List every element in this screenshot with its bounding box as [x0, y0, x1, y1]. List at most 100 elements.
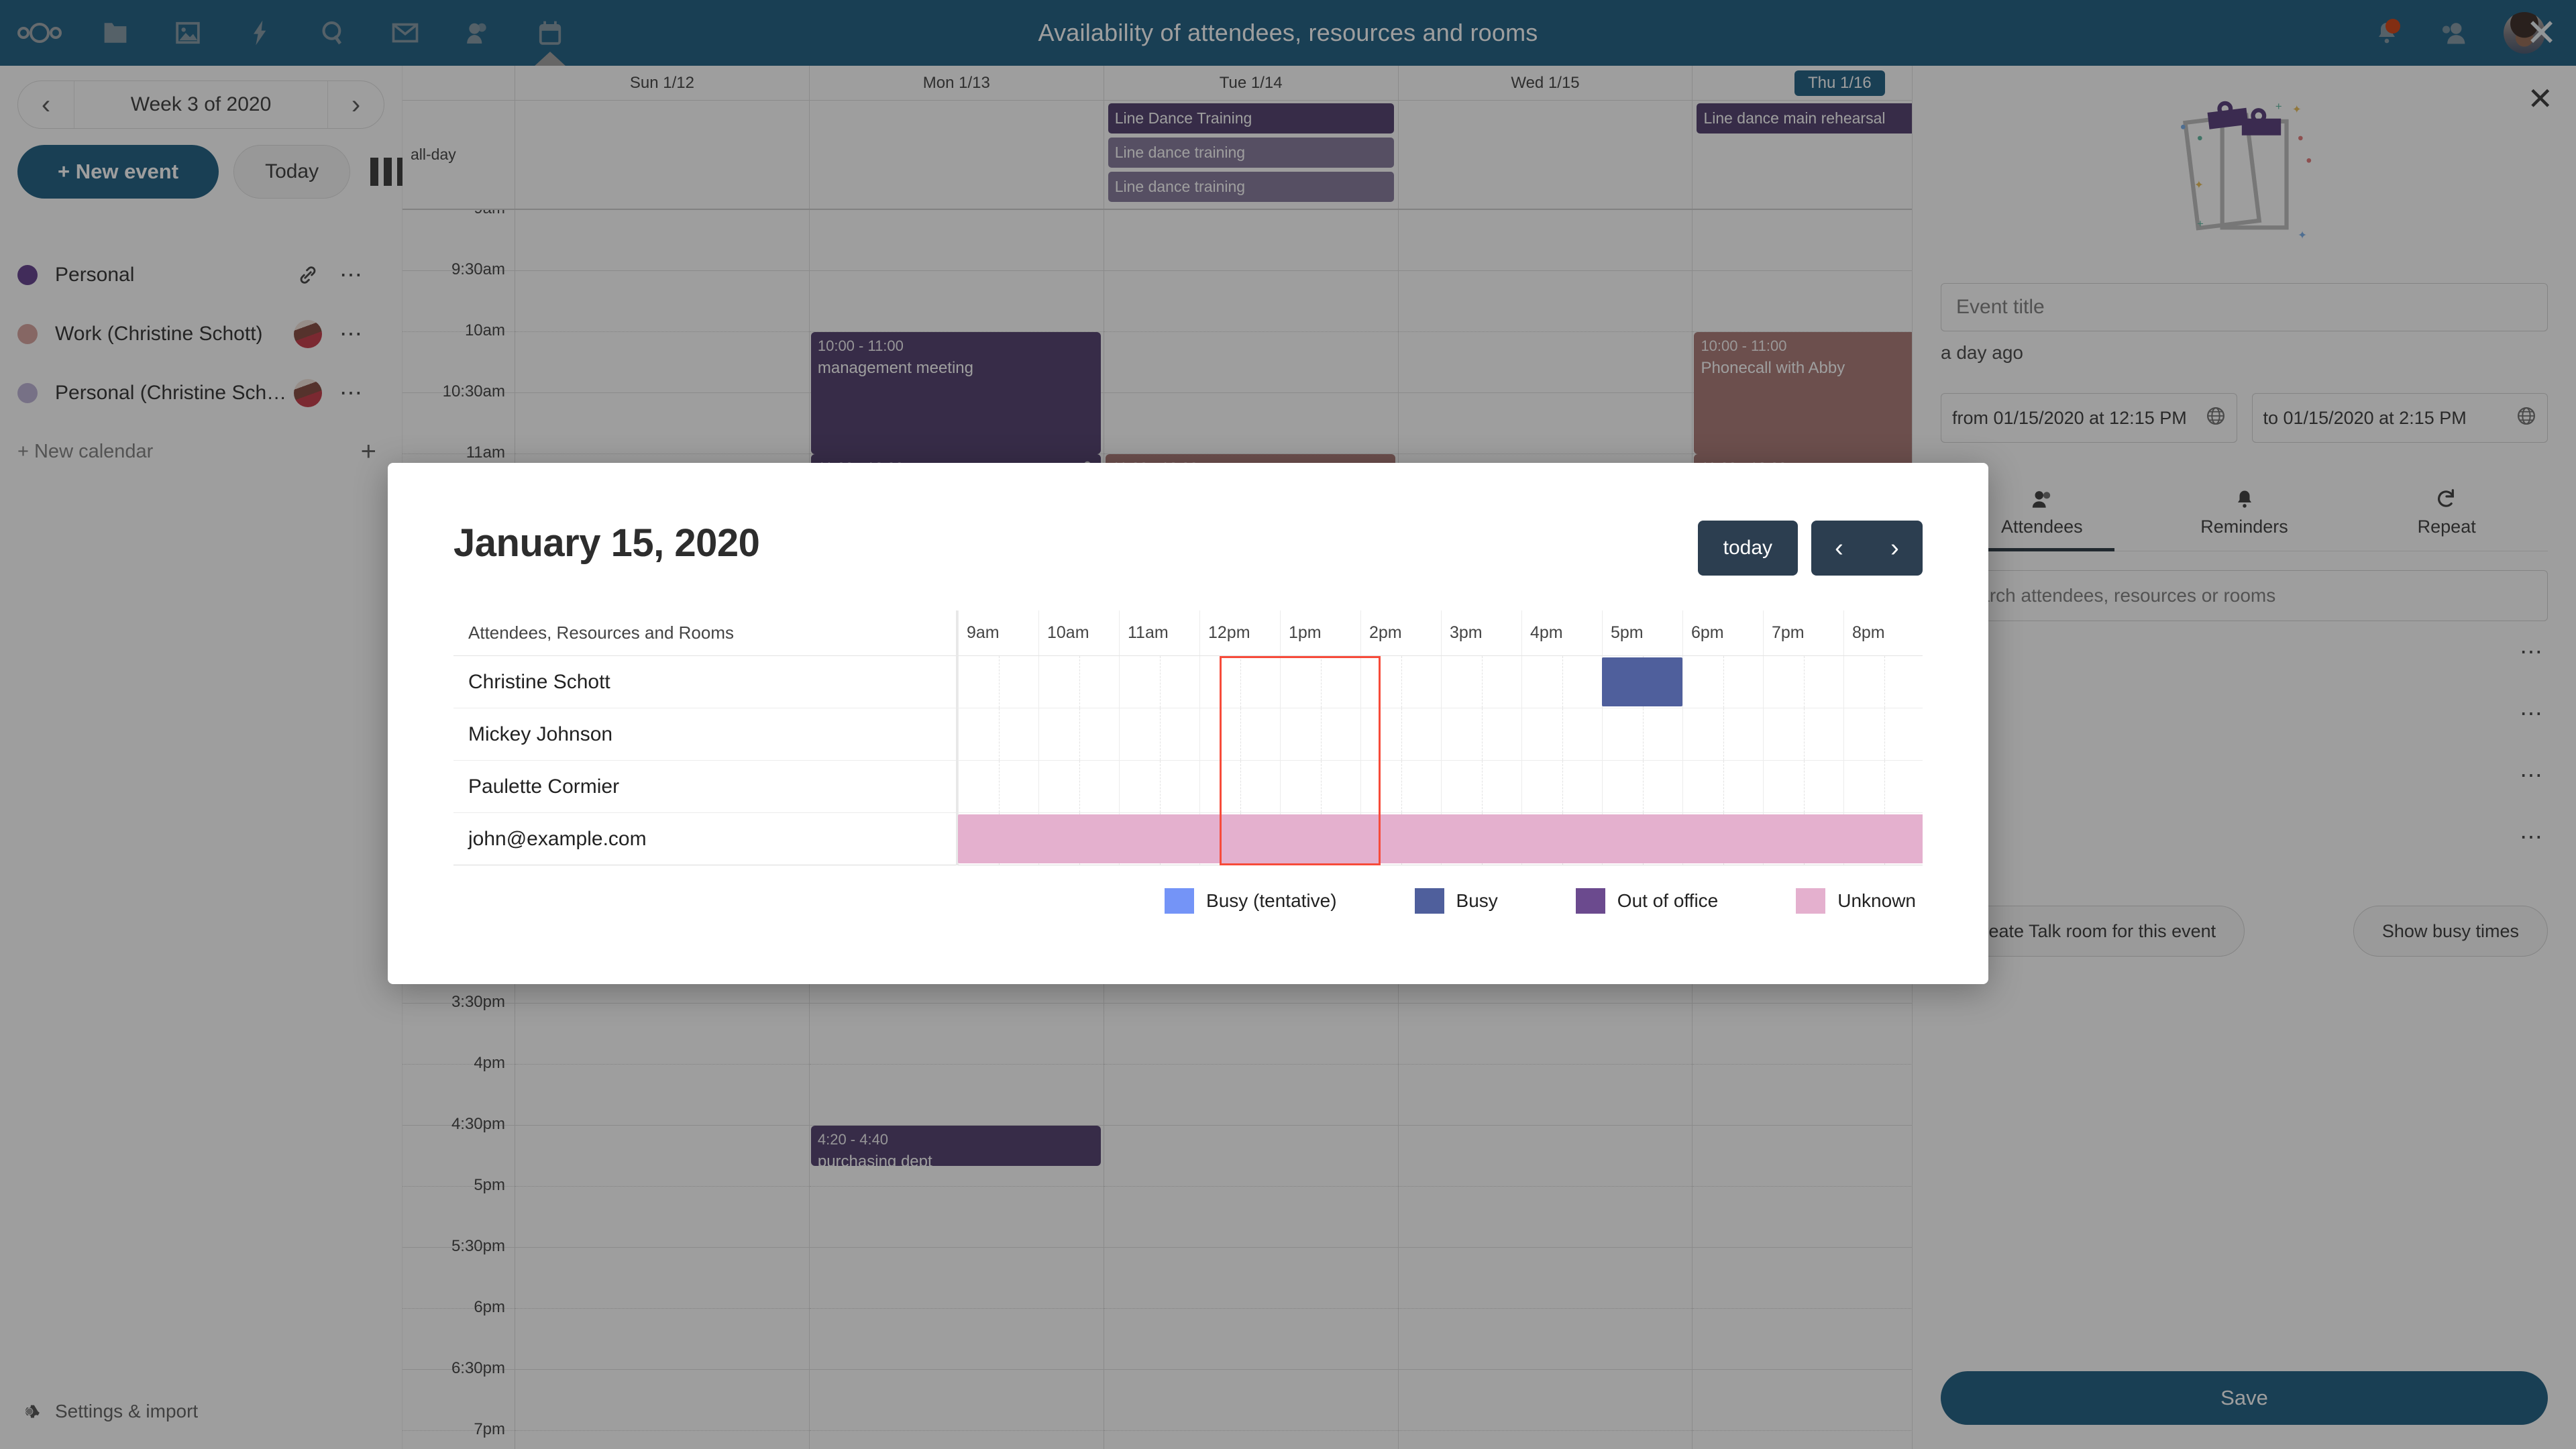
- grid-slot[interactable]: [1693, 1126, 1987, 1187]
- show-busy-times-button[interactable]: Show busy times: [2353, 906, 2548, 957]
- modal-today-button[interactable]: today: [1697, 521, 1798, 576]
- grid-slot[interactable]: [515, 1065, 809, 1126]
- freebusy-cell[interactable]: [958, 656, 1038, 708]
- new-calendar-row[interactable]: + New calendar +: [0, 423, 402, 480]
- freebusy-cell[interactable]: [1682, 708, 1763, 760]
- chevron-right-icon[interactable]: ›: [1890, 533, 1899, 562]
- grid-slot[interactable]: [1693, 1187, 1987, 1248]
- grid-slot[interactable]: [1693, 271, 1987, 332]
- grid-slot[interactable]: [1104, 1248, 1398, 1309]
- grid-slot[interactable]: [1398, 332, 1693, 393]
- photos-icon[interactable]: [152, 0, 224, 66]
- freebusy-cell[interactable]: [1360, 708, 1441, 760]
- freebusy-cell[interactable]: [1682, 761, 1763, 812]
- grid-slot[interactable]: [809, 210, 1104, 271]
- grid-slot[interactable]: [1104, 1187, 1398, 1248]
- grid-slot[interactable]: [809, 1309, 1104, 1370]
- activity-icon[interactable]: [224, 0, 297, 66]
- chevron-left-icon[interactable]: ‹: [18, 81, 74, 128]
- freebusy-cell[interactable]: [1119, 656, 1199, 708]
- grid-slot[interactable]: [1693, 943, 1987, 1004]
- more-icon[interactable]: ⋯: [2520, 639, 2544, 665]
- freebusy-cell[interactable]: [1521, 761, 1602, 812]
- grid-slot[interactable]: [515, 1248, 809, 1309]
- grid-slot[interactable]: [1104, 210, 1398, 271]
- chevron-right-icon[interactable]: ›: [327, 81, 384, 128]
- more-icon[interactable]: ⋯: [339, 380, 364, 406]
- list-item[interactable]: Personal ⋯: [0, 246, 402, 305]
- grid-slot[interactable]: [809, 1187, 1104, 1248]
- grid-slot[interactable]: [1398, 1126, 1693, 1187]
- grid-slot[interactable]: [1693, 1309, 1987, 1370]
- freebusy-cell[interactable]: [1602, 708, 1682, 760]
- calendar-event[interactable]: 4:20 - 4:40 purchasing dept: [810, 1126, 1101, 1166]
- avatar[interactable]: ✕: [2487, 0, 2561, 66]
- grid-slot[interactable]: [1398, 1187, 1693, 1248]
- grid-slot[interactable]: [1104, 1004, 1398, 1065]
- freebusy-cell[interactable]: [1199, 656, 1280, 708]
- grid-slot[interactable]: [1693, 1004, 1987, 1065]
- grid-slot[interactable]: [1398, 271, 1693, 332]
- more-icon[interactable]: ⋯: [2520, 824, 2544, 850]
- grid-slot[interactable]: [1104, 332, 1398, 393]
- list-item[interactable]: ⋯: [1941, 621, 2548, 683]
- tab-attendees[interactable]: Attendees: [1941, 479, 2143, 551]
- grid-slot[interactable]: [1398, 1065, 1693, 1126]
- close-icon[interactable]: ✕: [2526, 11, 2557, 54]
- list-item[interactable]: ⋯: [1941, 683, 2548, 745]
- day-header[interactable]: Mon 1/13: [810, 66, 1104, 100]
- freebusy-cell[interactable]: [1038, 708, 1119, 760]
- today-button[interactable]: Today: [233, 145, 351, 199]
- grid-slot[interactable]: [1693, 1248, 1987, 1309]
- grid-slot[interactable]: [809, 1248, 1104, 1309]
- tab-reminders[interactable]: Reminders: [2143, 479, 2346, 551]
- freebusy-cell[interactable]: [1038, 761, 1119, 812]
- day-header-today[interactable]: Thu 1/16: [1693, 66, 1988, 100]
- grid-slot[interactable]: [515, 393, 809, 454]
- grid-slot[interactable]: [1398, 943, 1693, 1004]
- freebusy-cell[interactable]: [1521, 656, 1602, 708]
- freebusy-cell[interactable]: [1763, 708, 1843, 760]
- tab-repeat[interactable]: Repeat: [2345, 479, 2548, 551]
- day-header[interactable]: Sun 1/12: [515, 66, 810, 100]
- grid-slot[interactable]: [1104, 1065, 1398, 1126]
- more-icon[interactable]: ⋯: [339, 262, 364, 288]
- grid-slot[interactable]: [1693, 1065, 1987, 1126]
- freebusy-cell[interactable]: [1038, 656, 1119, 708]
- freebusy-cell[interactable]: [1843, 761, 1923, 812]
- nextcloud-logo-icon[interactable]: [0, 21, 79, 44]
- event-title-input[interactable]: [1941, 283, 2548, 331]
- grid-slot[interactable]: [1398, 393, 1693, 454]
- grid-slot[interactable]: [515, 1309, 809, 1370]
- freebusy-cell[interactable]: [1119, 761, 1199, 812]
- all-day-event[interactable]: Line Dance Training: [1108, 103, 1394, 133]
- day-header[interactable]: Wed 1/15: [1399, 66, 1693, 100]
- freebusy-cell[interactable]: [1280, 708, 1360, 760]
- grid-slot[interactable]: [809, 1065, 1104, 1126]
- table-row[interactable]: Mickey Johnson: [453, 708, 956, 761]
- table-row[interactable]: Paulette Cormier: [453, 761, 956, 813]
- globe-icon[interactable]: [2516, 406, 2536, 431]
- grid-slot[interactable]: [515, 943, 809, 1004]
- freebusy-cell[interactable]: [1441, 656, 1521, 708]
- grid-slot[interactable]: [1693, 1370, 1987, 1431]
- grid-slot[interactable]: [515, 332, 809, 393]
- freebusy-cell[interactable]: [1199, 761, 1280, 812]
- grid-slot[interactable]: [515, 1370, 809, 1431]
- freebusy-cell[interactable]: [958, 761, 1038, 812]
- grid-slot[interactable]: [1104, 271, 1398, 332]
- save-button[interactable]: Save: [1941, 1371, 2548, 1425]
- all-day-cell[interactable]: [1399, 101, 1693, 209]
- freebusy-block-busy[interactable]: [1602, 657, 1682, 706]
- freebusy-cell[interactable]: [1441, 761, 1521, 812]
- freebusy-cell[interactable]: [1602, 761, 1682, 812]
- list-item[interactable]: Personal (Christine Scho... ⋯: [0, 364, 402, 423]
- list-item[interactable]: ⋯: [1941, 745, 2548, 806]
- mail-icon[interactable]: [369, 0, 441, 66]
- attendee-search-input[interactable]: [1941, 570, 2548, 621]
- grid-slot[interactable]: [1104, 943, 1398, 1004]
- grid-slot[interactable]: [515, 1004, 809, 1065]
- grid-slot[interactable]: [809, 943, 1104, 1004]
- freebusy-cell[interactable]: [1682, 656, 1763, 708]
- all-day-cell[interactable]: Line dance main rehearsal: [1693, 101, 1988, 209]
